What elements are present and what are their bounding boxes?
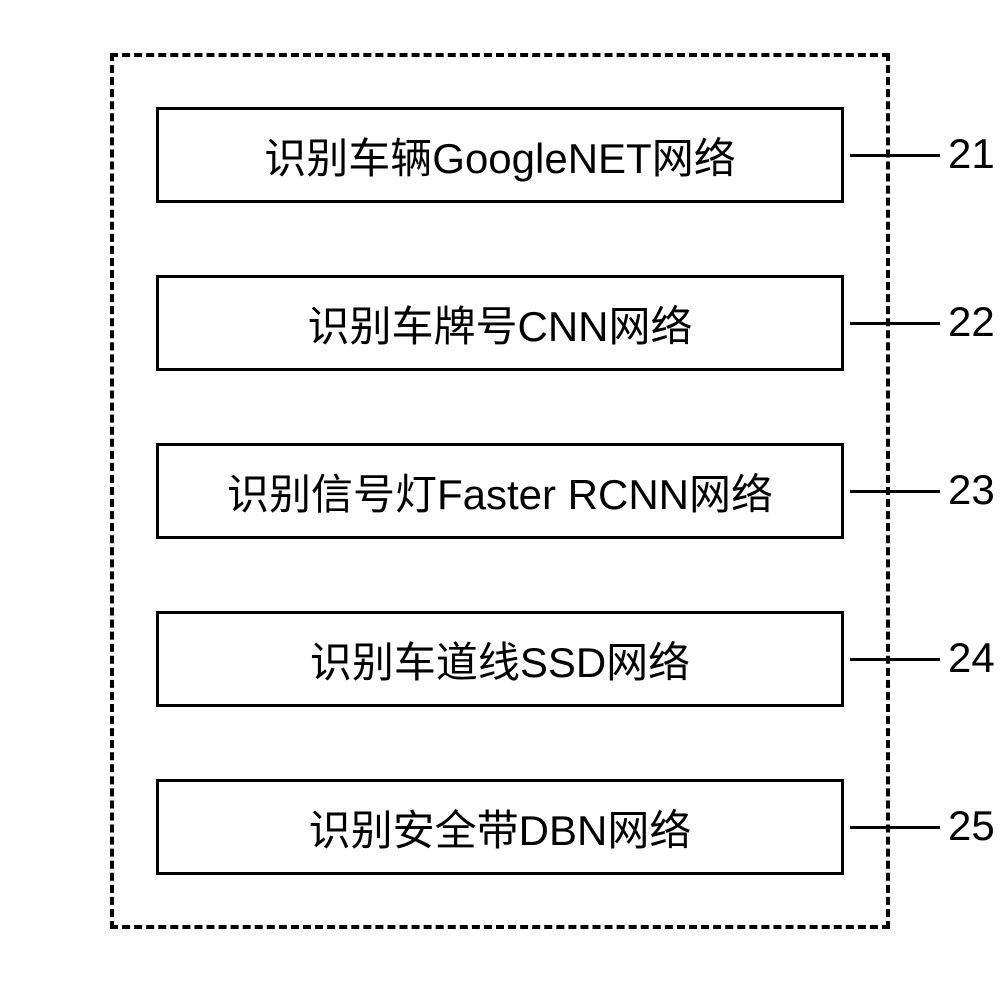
diagram-row-4: 识别车道线SSD网络24 (156, 611, 844, 707)
dashed-container: 识别车辆GoogleNET网络21 识别车牌号CNN网络22 识别信号灯Faster… (110, 53, 890, 929)
network-box-2: 识别车牌号CNN网络 (156, 275, 844, 371)
connector-line (850, 658, 940, 661)
diagram-wrapper: 识别车辆GoogleNET网络21 识别车牌号CNN网络22 识别信号灯Faster… (110, 53, 890, 929)
connector-line (850, 322, 940, 325)
network-box-text: 识别车道线SSD网络 (310, 629, 690, 690)
reference-label-24: 24 (948, 634, 995, 682)
diagram-row-1: 识别车辆GoogleNET网络21 (156, 107, 844, 203)
connector-line (850, 826, 940, 829)
reference-label-25: 25 (948, 802, 995, 850)
reference-label-23: 23 (948, 466, 995, 514)
network-box-text: 识别车辆GoogleNET网络 (264, 125, 735, 186)
diagram-row-5: 识别安全带DBN网络25 (156, 779, 844, 875)
network-box-4: 识别车道线SSD网络 (156, 611, 844, 707)
network-box-text: 识别信号灯Faster RCNN网络 (227, 461, 773, 522)
reference-label-21: 21 (948, 130, 995, 178)
connector-line (850, 154, 940, 157)
connector-line (850, 490, 940, 493)
reference-label-22: 22 (948, 298, 995, 346)
diagram-row-3: 识别信号灯Faster RCNN网络23 (156, 443, 844, 539)
network-box-text: 识别安全带DBN网络 (309, 797, 692, 858)
network-box-1: 识别车辆GoogleNET网络 (156, 107, 844, 203)
network-box-text: 识别车牌号CNN网络 (308, 293, 693, 354)
network-box-3: 识别信号灯Faster RCNN网络 (156, 443, 844, 539)
network-box-5: 识别安全带DBN网络 (156, 779, 844, 875)
diagram-row-2: 识别车牌号CNN网络22 (156, 275, 844, 371)
